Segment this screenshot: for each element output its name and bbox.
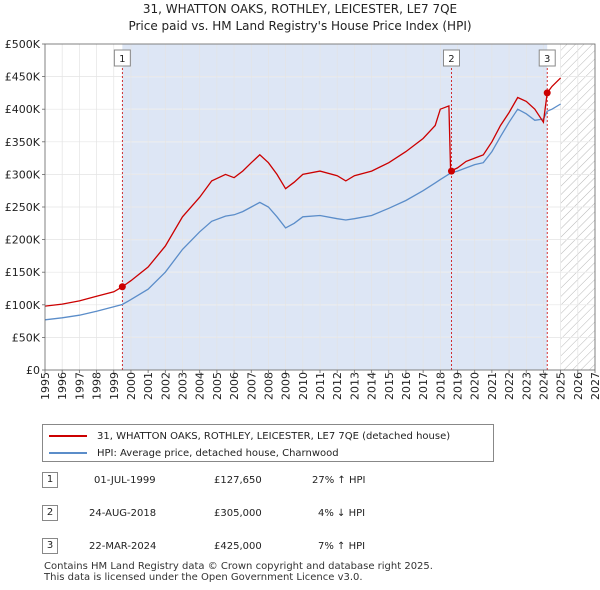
y-tick-label: £50K: [12, 331, 41, 344]
y-tick-label: £200K: [5, 234, 41, 247]
y-tick-label: £100K: [5, 299, 41, 312]
footer: Contains HM Land Registry data © Crown c…: [44, 561, 433, 583]
y-tick-label: £150K: [5, 266, 41, 279]
sale-price: £425,000: [214, 541, 262, 552]
x-tick-label: 2025: [555, 372, 568, 400]
sale-number-box: [538, 49, 556, 67]
sale-hpi: 27% ↑ HPI: [312, 475, 366, 486]
x-tick-label: 1995: [39, 372, 52, 400]
sale-point: [118, 283, 126, 291]
chart-title-line2: Price paid vs. HM Land Registry's House …: [128, 19, 472, 33]
x-tick-label: 2027: [589, 372, 600, 400]
legend-hpi-swatch: [49, 452, 87, 454]
x-tick-label: 2009: [280, 372, 293, 400]
x-tick-label: 2021: [486, 372, 499, 400]
x-tick-label: 2002: [159, 372, 172, 400]
y-tick-label: £450K: [5, 71, 41, 84]
y-tick-label: £400K: [5, 103, 41, 116]
x-tick-label: 2018: [434, 372, 447, 400]
x-tick-label: 1997: [73, 372, 86, 400]
legend-item-price: 31, WHATTON OAKS, ROTHLEY, LEICESTER, LE…: [49, 428, 450, 444]
x-tick-label: 2008: [262, 372, 275, 400]
x-tick-label: 2022: [503, 372, 516, 400]
x-tick-label: 1998: [91, 372, 104, 400]
x-tick-label: 2019: [452, 372, 465, 400]
sale-row: 3 22-MAR-2024 £425,000 7% ↑ HPI: [42, 538, 462, 556]
x-tick-label: 2016: [400, 372, 413, 400]
x-tick-label: 2000: [125, 372, 138, 400]
legend-hpi-label: HPI: Average price, detached house, Char…: [97, 447, 339, 459]
legend-item-hpi: HPI: Average price, detached house, Char…: [49, 445, 339, 461]
sale-number-box: [113, 49, 131, 67]
x-tick-label: 2024: [537, 372, 550, 400]
x-tick-label: 2004: [194, 372, 207, 400]
x-tick-label: 2013: [348, 372, 361, 400]
sale-badge: 3: [42, 538, 58, 554]
x-tick-label: 2012: [331, 372, 344, 400]
sale-row: 2 24-AUG-2018 £305,000 4% ↓ HPI: [42, 505, 462, 523]
x-tick-label: 2010: [297, 372, 310, 400]
sale-badge: 1: [42, 472, 58, 488]
sale-row: 1 01-JUL-1999 £127,650 27% ↑ HPI: [42, 472, 462, 490]
y-tick-label: £300K: [5, 168, 41, 181]
x-tick-label: 2007: [245, 372, 258, 400]
sale-number-label: 3: [544, 54, 550, 65]
footer-licence: This data is licensed under the Open Gov…: [44, 572, 363, 583]
sale-number-label: 2: [448, 54, 454, 65]
x-tick-label: 2005: [211, 372, 224, 400]
price-paid-line: [44, 77, 562, 307]
x-tick-label: 1999: [108, 372, 121, 400]
sale-hpi: 4% ↓ HPI: [318, 508, 366, 519]
legend-price-label: 31, WHATTON OAKS, ROTHLEY, LEICESTER, LE…: [97, 430, 451, 442]
x-tick-label: 2014: [366, 372, 379, 400]
sale-date: 22-MAR-2024: [89, 541, 157, 552]
sale-number-label: 1: [119, 54, 125, 65]
sale-date: 24-AUG-2018: [89, 508, 157, 519]
sale-hpi: 7% ↑ HPI: [318, 541, 366, 552]
hpi-line: [44, 103, 561, 321]
y-tick-label: £500K: [5, 38, 41, 51]
sale-number-box: [442, 49, 460, 67]
x-tick-label: 2011: [314, 372, 327, 400]
legend-price-swatch: [49, 435, 87, 437]
x-tick-label: 2006: [228, 372, 241, 400]
x-tick-label: 2017: [417, 372, 430, 400]
sale-badge: 2: [42, 505, 58, 521]
x-tick-label: 1996: [56, 372, 69, 400]
sale-point: [447, 167, 455, 175]
x-tick-label: 2015: [383, 372, 396, 400]
x-tick-label: 2026: [572, 372, 585, 400]
chart-title-line1: 31, WHATTON OAKS, ROTHLEY, LEICESTER, LE…: [142, 2, 458, 16]
sale-price: £127,650: [214, 475, 262, 486]
x-tick-label: 2003: [177, 372, 190, 400]
sale-price: £305,000: [214, 508, 262, 519]
sale-point: [543, 89, 551, 97]
footer-copyright: Contains HM Land Registry data © Crown c…: [44, 561, 433, 572]
x-tick-label: 2023: [520, 372, 533, 400]
y-tick-label: £250K: [5, 201, 41, 214]
x-tick-label: 2001: [142, 372, 155, 400]
y-tick-label: £350K: [5, 136, 41, 149]
y-tick-label: £0: [26, 364, 40, 377]
legend: 31, WHATTON OAKS, ROTHLEY, LEICESTER, LE…: [42, 424, 494, 462]
sale-date: 01-JUL-1999: [94, 475, 156, 486]
x-tick-label: 2020: [469, 372, 482, 400]
price-chart: 1 2 3 £0 £50K £100K £150K £200K £250K £300K £350K…: [5, 38, 600, 400]
